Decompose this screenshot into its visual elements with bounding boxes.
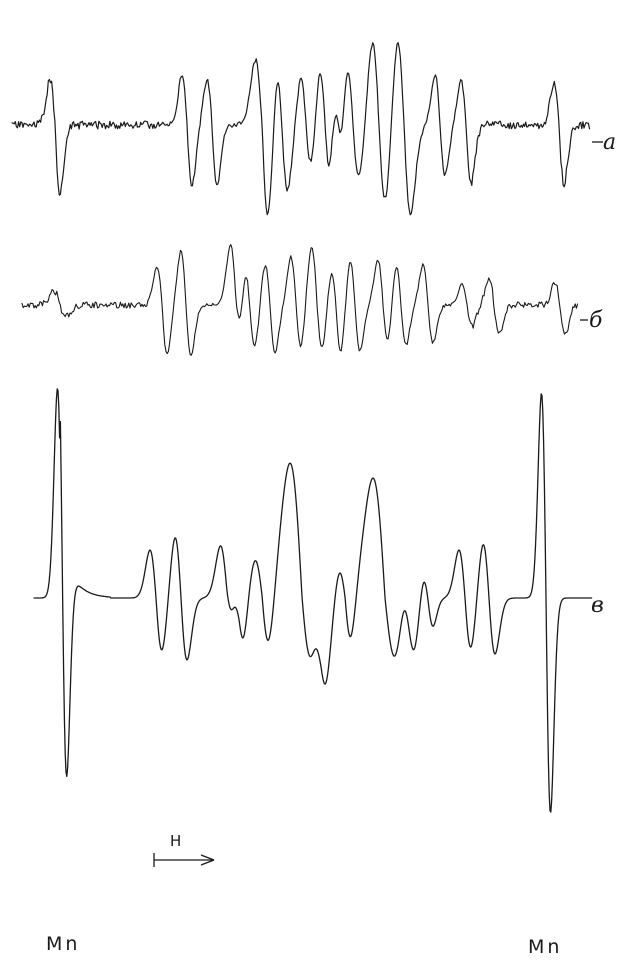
field-direction-arrow bbox=[153, 853, 215, 867]
spectrum-trace-c bbox=[33, 388, 593, 813]
marker-label-right: Mn bbox=[528, 936, 562, 958]
trace-label-c: в bbox=[591, 593, 604, 618]
trace-label-b: б bbox=[589, 308, 603, 333]
marker-label-left: Mn bbox=[46, 933, 80, 955]
trace-label-a: а bbox=[603, 130, 616, 155]
spectrum-trace-a bbox=[11, 42, 591, 216]
spectrum-trace-b bbox=[21, 244, 579, 356]
field-label: H bbox=[170, 832, 181, 850]
